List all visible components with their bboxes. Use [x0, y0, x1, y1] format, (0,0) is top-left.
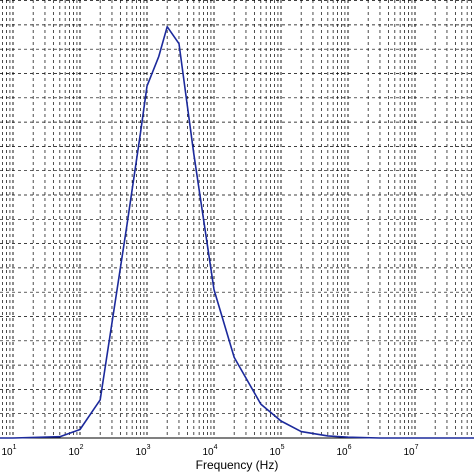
x-tick-label: 106 — [336, 444, 351, 458]
x-axis-label: Frequency (Hz) — [196, 458, 279, 472]
x-tick-label: 104 — [202, 444, 217, 458]
x-tick-exponent: 4 — [214, 444, 218, 451]
x-tick-label: 103 — [135, 444, 150, 458]
major-grid — [12, 0, 416, 438]
x-tick-exponent: 5 — [281, 444, 285, 451]
x-tick-label: 105 — [269, 444, 284, 458]
series-line — [0, 25, 474, 439]
x-tick-label: 101 — [1, 444, 16, 458]
x-tick-exponent: 1 — [13, 444, 17, 451]
x-tick-base: 10 — [1, 447, 13, 458]
x-tick-base: 10 — [202, 447, 214, 458]
x-tick-exponent: 7 — [415, 444, 419, 451]
x-tick-base: 10 — [135, 447, 147, 458]
x-tick-exponent: 2 — [80, 444, 84, 451]
x-tick-base: 10 — [68, 447, 80, 458]
x-tick-exponent: 6 — [348, 444, 352, 451]
x-tick-labels: 101 102 103 104 105 106 107 — [1, 444, 418, 458]
x-tick-base: 10 — [336, 447, 348, 458]
x-tick-label: 107 — [403, 444, 418, 458]
x-tick-label: 102 — [68, 444, 83, 458]
x-tick-base: 10 — [403, 447, 415, 458]
x-tick-exponent: 3 — [147, 444, 151, 451]
minor-grid — [0, 0, 474, 438]
x-tick-base: 10 — [269, 447, 281, 458]
